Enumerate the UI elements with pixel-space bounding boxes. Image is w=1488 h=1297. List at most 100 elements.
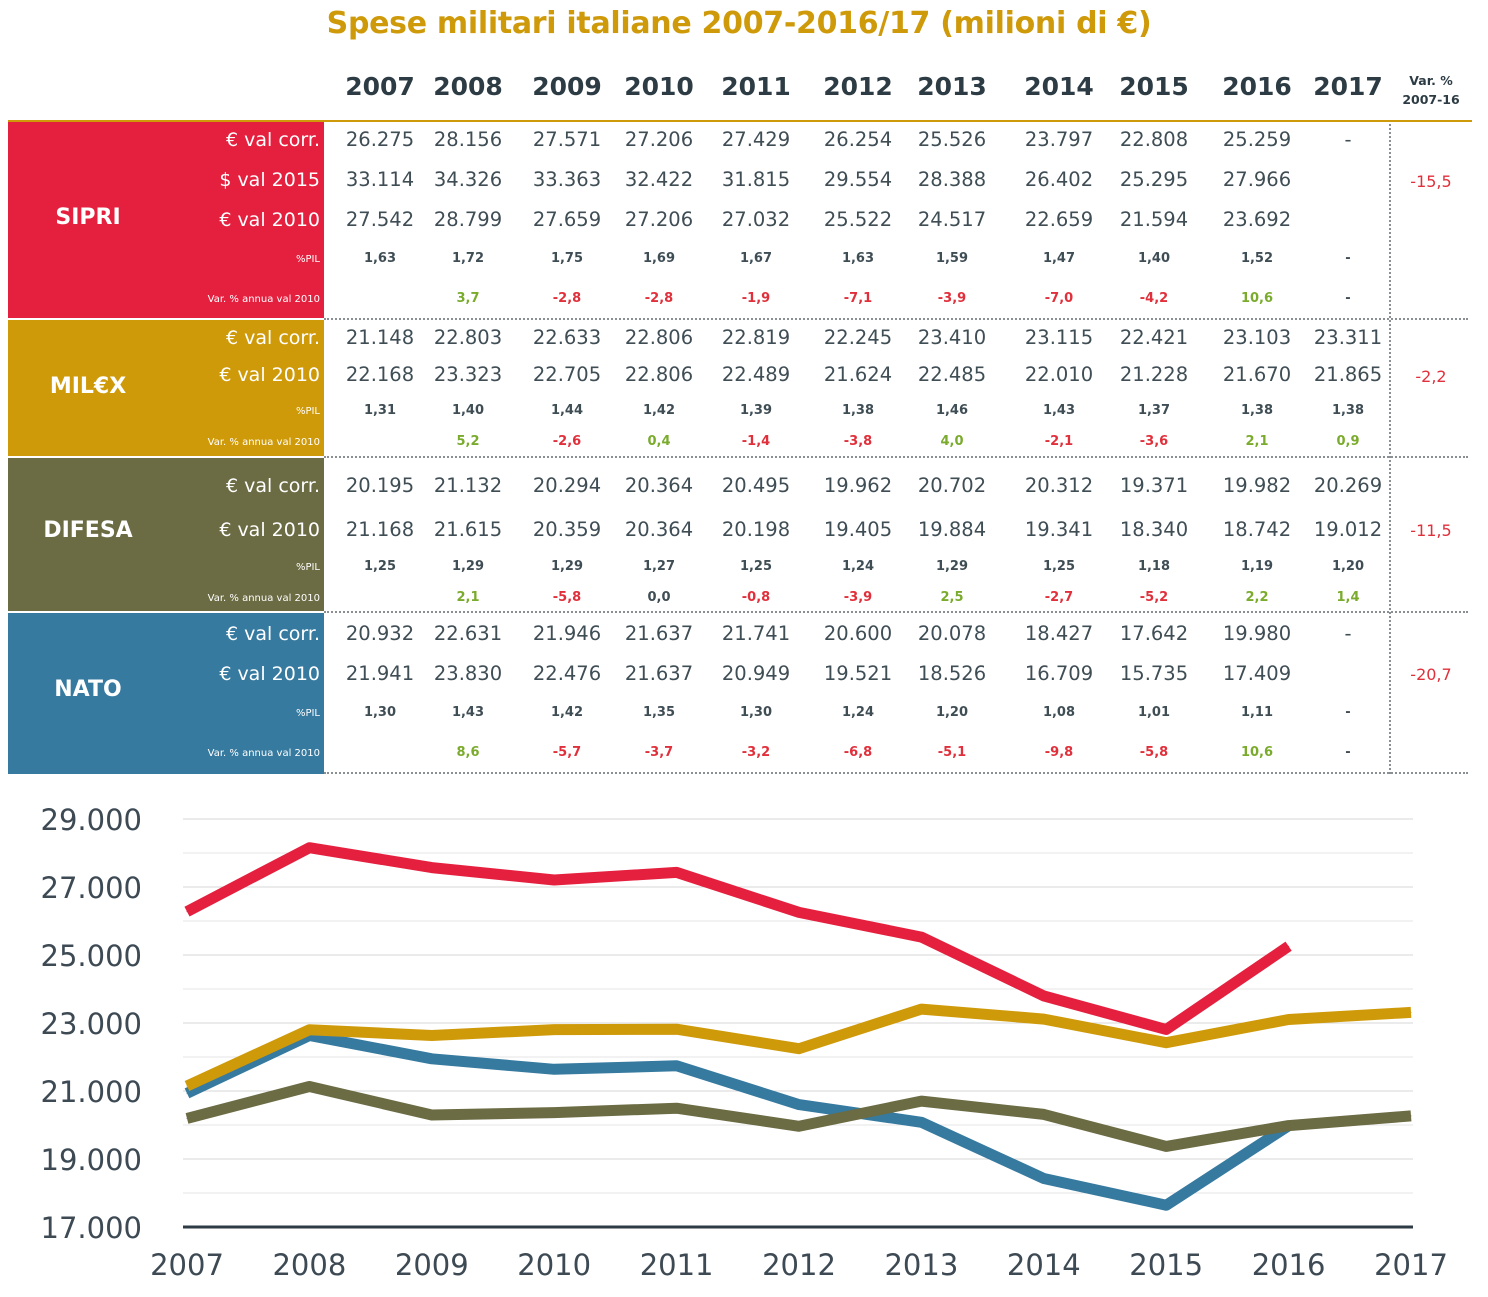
data-point-sipri [798,911,800,913]
table-cell: 2,5 [940,590,964,605]
table-cell: 1,25 [1042,559,1076,574]
data-point-nato [798,1104,800,1106]
data-point-sipri [308,847,310,849]
sipri-row-label: € val 2010 [219,209,320,231]
table-cell: 20.364 [624,518,694,541]
table-cell: -5,7 [552,745,582,760]
table-cell: 28.156 [433,128,503,151]
table-cell: 22.245 [823,326,893,349]
table-cell: 26.402 [1024,168,1094,191]
x-tick-label: 2008 [272,1248,346,1282]
x-tick-label: 2010 [517,1248,591,1282]
difesa-row-label: %PIL [295,562,320,573]
page-title: Spese militari italiane 2007-2016/17 (mi… [326,6,1152,41]
table-cell: 19.012 [1313,518,1383,541]
table-cell: 27.032 [721,208,791,231]
table-cell: -5,8 [552,590,582,605]
data-point-sipri [553,879,555,881]
nato-total-variation: -20,7 [1410,665,1452,684]
sipri-row-label: € val corr. [226,129,320,151]
table-cell: - [1345,251,1351,266]
table-cell: 2,1 [1245,434,1269,449]
table-cell: -3,9 [843,590,873,605]
table-cell: 1,67 [739,251,773,266]
table-cell: 20.359 [532,518,602,541]
data-point-nato [1043,1177,1045,1179]
data-point-sipri [920,936,922,938]
year-header-2016: 2016 [1222,72,1292,101]
table-cell: 1,25 [363,559,397,574]
difesa-row-label: € val 2010 [219,519,320,541]
table-cell: -5,2 [1139,590,1169,605]
table-cell: 20.364 [624,474,694,497]
y-tick-label: 19.000 [41,1143,142,1177]
data-point-milex [186,1085,188,1087]
data-point-milex [1410,1011,1412,1013]
table-cell: -4,2 [1139,291,1169,306]
data-point-sipri [431,867,433,869]
year-header-2008: 2008 [433,72,503,101]
table-cell: 23.410 [917,326,987,349]
table-cell: 18.526 [917,662,987,685]
table-cell: 34.326 [433,168,503,191]
x-tick-label: 2007 [150,1248,224,1282]
table-cell: 27.429 [721,128,791,151]
difesa-row-label: € val corr. [226,475,320,497]
data-point-milex [798,1048,800,1050]
data-point-difesa [186,1117,188,1119]
table-cell: 18.427 [1024,622,1094,645]
table-cell: 21.741 [721,622,791,645]
table-cell: 1,47 [1042,251,1076,266]
table-cell: 18.340 [1119,518,1189,541]
table-cell: 1,31 [363,403,397,418]
data-point-difesa [1410,1115,1412,1117]
table-cell: 33.114 [345,168,415,191]
table-cell: 33.363 [532,168,602,191]
table-cell: 23.323 [433,363,503,386]
table-cell: 23.103 [1222,326,1292,349]
table-cell: 1,29 [451,559,485,574]
table-cell: 1,63 [841,251,875,266]
line-chart: 29.000 27.000 25.000 23.000 21.000 19.000 17.0… [41,803,1448,1282]
table-cell: -5,1 [937,745,967,760]
table-cell: 19.341 [1024,518,1094,541]
table-cell: 22.806 [624,363,694,386]
y-tick-label: 21.000 [41,1075,142,1109]
data-point-difesa [1165,1145,1167,1147]
milex-row-label: € val 2010 [219,364,320,386]
table-cell: 1,11 [1240,705,1274,720]
table-cell: 19.982 [1222,474,1292,497]
table-cell: 22.819 [721,326,791,349]
table-cell: -1,9 [741,291,771,306]
data-point-sipri [1043,995,1045,997]
table-cell: 21.946 [532,622,602,645]
table-cell: 3,7 [456,291,480,306]
year-header-2010: 2010 [624,72,694,101]
table-cell: 1,24 [841,559,875,574]
table-cell: 1,63 [363,251,397,266]
table-cell: 1,38 [841,403,875,418]
table-cell: 22.659 [1024,208,1094,231]
table-cell: 27.542 [345,208,415,231]
table-cell: 21.637 [624,622,694,645]
table-cell: 17.409 [1222,662,1292,685]
y-tick-label: 23.000 [41,1007,142,1041]
milex-row-label: Var. % annua val 2010 [207,437,320,448]
year-header-2015: 2015 [1119,72,1189,101]
table-cell: 19.980 [1222,622,1292,645]
x-tick-label: 2013 [884,1248,958,1282]
milex-block-background [8,320,324,456]
difesa-block-background [8,458,324,611]
table-cell: 1,18 [1137,559,1171,574]
table-cell: 5,2 [456,434,480,449]
table-cell: -3,8 [843,434,873,449]
table-cell: 2,1 [456,590,480,605]
table-cell: -2,7 [1044,590,1074,605]
variation-header: Var. % 2007-16 [1390,71,1472,109]
series-line-difesa [185,1081,1412,1152]
data-point-nato [553,1068,555,1070]
milex-row-label: € val corr. [226,327,320,349]
table-cell: 20.294 [532,474,602,497]
table-cell: 27.571 [532,128,602,151]
table-cell: - [1345,291,1351,306]
